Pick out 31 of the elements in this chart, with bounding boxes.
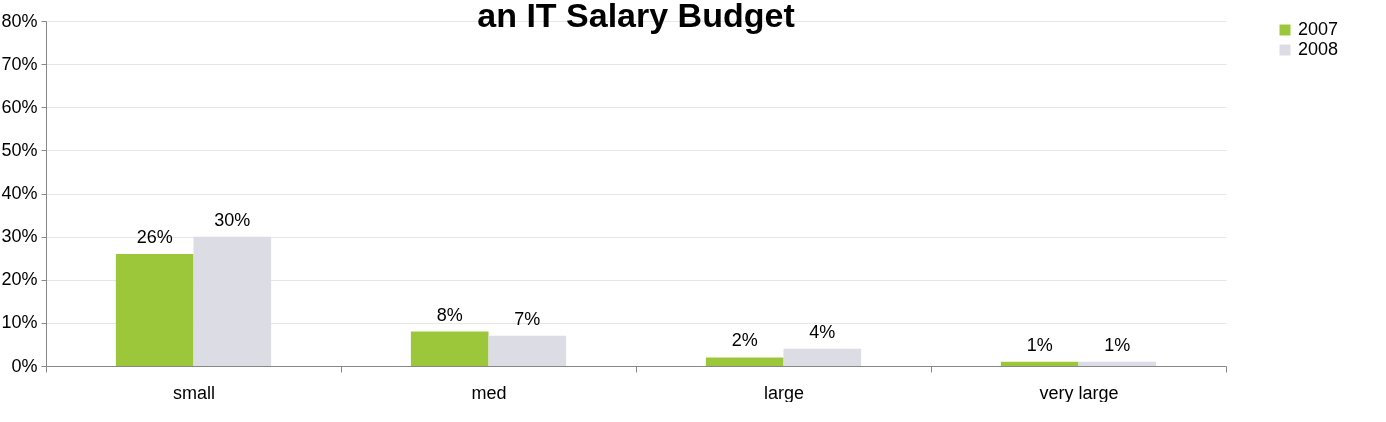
data-label: 2% (731, 330, 758, 351)
data-label: 4% (809, 321, 836, 342)
y-tick-label: 50% (1, 139, 38, 160)
legend-label: 2007 (1298, 19, 1339, 39)
bar (488, 335, 567, 366)
bar (705, 357, 784, 366)
data-label: 30% (214, 209, 251, 230)
y-tick-label: 40% (1, 183, 38, 203)
data-label: 7% (514, 308, 541, 329)
legend-label: 2008 (1298, 39, 1339, 59)
x-tick-label: small (172, 382, 216, 403)
x-tick-label: very large (1039, 382, 1119, 403)
bar (1078, 361, 1157, 366)
bar (1000, 361, 1079, 366)
y-tick-label: 30% (1, 226, 38, 247)
y-tick-label: 20% (1, 269, 38, 290)
y-tick-label: 60% (1, 96, 38, 117)
y-tick-label: 70% (1, 53, 38, 74)
y-tick-label: 10% (1, 312, 38, 333)
data-label: 26% (136, 226, 173, 247)
bar (115, 253, 194, 366)
bar (410, 331, 489, 366)
data-label: 1% (1104, 334, 1131, 355)
data-label: 1% (1026, 334, 1053, 355)
y-tick-label: 80% (1, 10, 38, 31)
bar (783, 348, 862, 366)
data-label: 8% (436, 304, 463, 325)
x-tick-label: large (763, 382, 805, 403)
x-tick-label: med (471, 382, 507, 403)
y-tick-label: 0% (11, 355, 38, 376)
chart-title: an IT Salary Budget (477, 0, 795, 34)
